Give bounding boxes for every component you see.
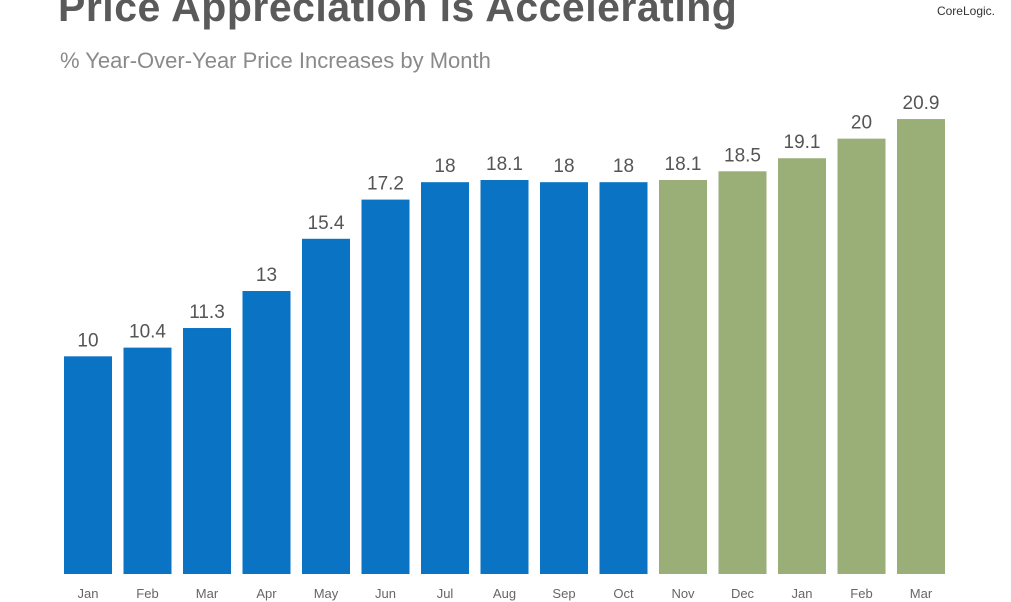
x-tick-label-1: Jan — [78, 586, 99, 601]
bar-10 — [599, 182, 648, 575]
data-label-8: 18.1 — [486, 154, 523, 175]
data-label-7: 18 — [434, 156, 455, 177]
x-tick-label-4: Apr — [256, 586, 277, 601]
x-tick-label-9: Sep — [552, 586, 575, 601]
x-tick-label-2: Feb — [136, 586, 158, 601]
data-label-5: 15.4 — [308, 213, 345, 234]
data-label-15: 20.9 — [903, 93, 940, 114]
x-tick-label-10: Oct — [613, 586, 634, 601]
x-tick-label-12: Dec — [731, 586, 755, 601]
bar-12 — [718, 171, 767, 575]
bar-6 — [361, 199, 410, 574]
data-label-2: 10.4 — [129, 322, 166, 343]
data-label-10: 18 — [613, 156, 634, 177]
bar-5 — [302, 238, 350, 574]
chart-subtitle: % Year-Over-Year Price Increases by Mont… — [60, 48, 491, 73]
x-tick-label-13: Jan — [792, 586, 813, 601]
data-label-3: 11.3 — [189, 302, 225, 323]
bar-1 — [64, 356, 112, 574]
data-label-4: 13 — [256, 265, 277, 286]
data-label-1: 10 — [77, 330, 98, 351]
data-label-9: 18 — [553, 156, 574, 177]
x-tick-label-7: Jul — [437, 586, 454, 601]
x-tick-label-6: Jun — [375, 586, 396, 601]
brand-name: CoreLogic. — [936, 4, 995, 18]
x-tick-label-15: Mar — [910, 586, 933, 601]
bar-7 — [421, 182, 469, 575]
x-tick-label-14: Feb — [850, 586, 872, 601]
data-label-12: 18.5 — [724, 145, 761, 166]
bar-11 — [659, 180, 707, 574]
x-tick-label-11: Nov — [671, 586, 695, 601]
bar-4 — [242, 291, 291, 574]
data-label-14: 20 — [851, 113, 872, 134]
bar-3 — [183, 328, 231, 574]
x-tick-label-3: Mar — [196, 586, 219, 601]
bar-14 — [837, 138, 886, 574]
x-tick-label-8: Aug — [493, 586, 516, 601]
bar-13 — [778, 158, 826, 574]
bar-9 — [540, 182, 588, 575]
data-label-11: 18.1 — [665, 154, 702, 175]
bar-8 — [480, 180, 529, 574]
bar-2 — [123, 347, 172, 574]
x-tick-label-5: May — [314, 586, 339, 601]
chart-title: Price Appreciation is Accelerating — [58, 0, 738, 30]
data-label-13: 19.1 — [784, 132, 821, 153]
data-label-6: 17.2 — [367, 174, 404, 195]
bar-15 — [897, 119, 945, 575]
